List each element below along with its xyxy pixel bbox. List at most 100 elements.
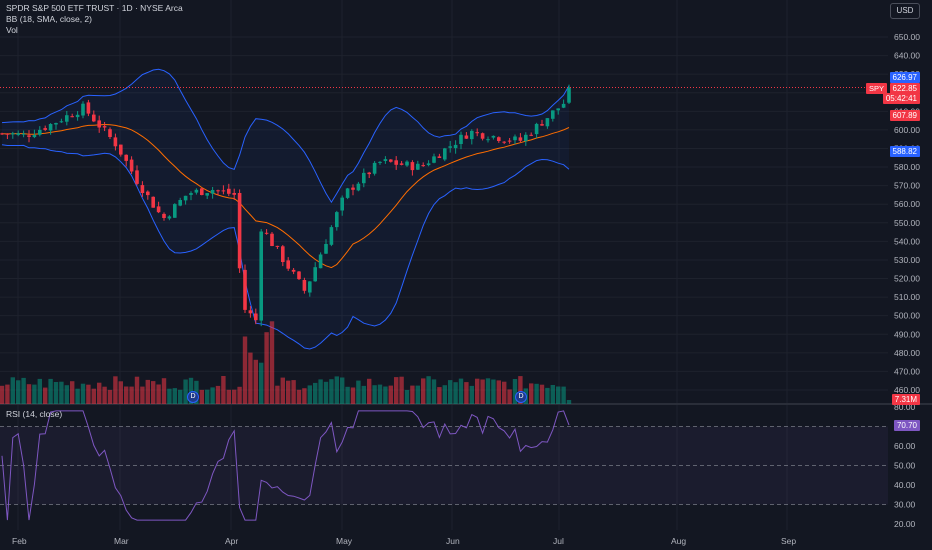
candle-body	[432, 156, 436, 163]
volume-bar	[167, 388, 172, 404]
candle-body	[405, 161, 409, 166]
price-tick-label: 470.00	[894, 366, 920, 376]
candle-body	[340, 197, 344, 211]
candle-body	[81, 103, 85, 116]
volume-bar	[296, 389, 302, 404]
volume-bar	[199, 389, 204, 404]
volume-bar	[302, 388, 307, 404]
volume-bar	[156, 384, 161, 404]
time-tick-label: Jul	[553, 536, 564, 546]
price-tick-label: 580.00	[894, 162, 920, 172]
volume-bar	[10, 377, 15, 404]
dividend-marker-june[interactable]: D	[515, 391, 527, 403]
candle-body	[394, 160, 398, 165]
volume-bar	[205, 389, 210, 404]
candle-body	[497, 137, 501, 141]
price-tick-label: 540.00	[894, 236, 920, 246]
candle-body	[367, 172, 371, 175]
volume-bar	[431, 379, 437, 404]
price-tick-label: 550.00	[894, 218, 920, 228]
price-tick-label: 500.00	[894, 311, 920, 321]
volume-bar	[134, 376, 140, 404]
candle-body	[5, 133, 10, 135]
volume-bar	[502, 381, 507, 404]
candle-body	[264, 232, 269, 234]
volume-bar	[145, 379, 150, 404]
volume-bar	[421, 378, 426, 404]
candle-body	[119, 144, 123, 155]
volume-bar	[97, 382, 102, 404]
rsi-indicator-label[interactable]: RSI (14, close)	[6, 409, 63, 419]
volume-bar	[334, 376, 339, 404]
volume-bars	[0, 321, 572, 404]
volume-bar	[118, 381, 123, 404]
volume-bar	[124, 386, 129, 404]
candle-body	[318, 254, 323, 269]
candlesticks	[0, 84, 888, 327]
volume-bar	[372, 385, 377, 404]
candle-body	[470, 130, 474, 140]
bb-fill	[2, 69, 569, 350]
last-price-tag: 622.85	[889, 83, 920, 94]
volume-bar	[550, 385, 555, 404]
bollinger-bands	[1, 68, 570, 350]
volume-bar	[253, 359, 258, 404]
volume-bar	[475, 378, 480, 404]
dividend-marker-march[interactable]: D	[187, 391, 199, 403]
candle-body	[54, 123, 58, 125]
volume-bar	[480, 379, 485, 404]
candle-body	[113, 137, 118, 147]
volume-bar	[113, 376, 118, 404]
candle-body	[362, 172, 366, 184]
candle-body	[524, 134, 528, 142]
rsi-tick-label: 40.00	[894, 480, 916, 490]
candle-body	[156, 206, 161, 213]
candle-body	[372, 162, 377, 174]
volume-bar	[188, 377, 194, 404]
candle-body	[210, 190, 215, 194]
candle-body	[421, 165, 425, 167]
candle-body	[205, 193, 209, 196]
volume-bar	[70, 381, 75, 404]
volume-indicator-label[interactable]: Vol	[6, 25, 18, 35]
candle-body	[259, 231, 263, 321]
volume-bar	[291, 380, 296, 404]
candle-body	[507, 140, 512, 142]
volume-bar	[329, 379, 334, 404]
candle-body	[43, 128, 47, 130]
price-tick-label: 480.00	[894, 348, 920, 358]
candle-body	[0, 133, 4, 135]
candle-body	[567, 87, 571, 103]
candle-body	[167, 216, 172, 219]
rsi-tick-label: 30.00	[894, 500, 916, 510]
currency-button[interactable]: USD	[890, 3, 920, 19]
volume-bar	[280, 377, 285, 404]
candle-body	[146, 191, 150, 196]
candle-body	[183, 195, 188, 201]
volume-bar	[566, 400, 572, 404]
volume-bar	[469, 385, 474, 404]
candle-body	[59, 121, 64, 123]
candle-body	[329, 227, 334, 245]
bb-basis-line	[1, 123, 570, 269]
volume-bar	[539, 384, 545, 404]
candle-body	[426, 163, 431, 166]
candle-body	[11, 133, 15, 135]
volume-bar	[215, 385, 221, 404]
candle-body	[308, 281, 312, 293]
bb-indicator-label[interactable]: BB (18, SMA, close, 2)	[6, 14, 92, 24]
volume-bar	[410, 385, 415, 404]
candle-body	[237, 193, 242, 269]
candle-body	[345, 188, 350, 198]
candle-body	[480, 133, 485, 139]
candle-body	[486, 139, 490, 141]
candle-body	[173, 204, 177, 218]
candle-body	[351, 187, 355, 190]
volume-bar	[107, 389, 113, 404]
candle-body	[448, 146, 452, 148]
volume-bar	[259, 362, 264, 404]
candle-body	[335, 212, 339, 228]
volume-bar	[361, 385, 366, 404]
candle-body	[27, 135, 31, 137]
